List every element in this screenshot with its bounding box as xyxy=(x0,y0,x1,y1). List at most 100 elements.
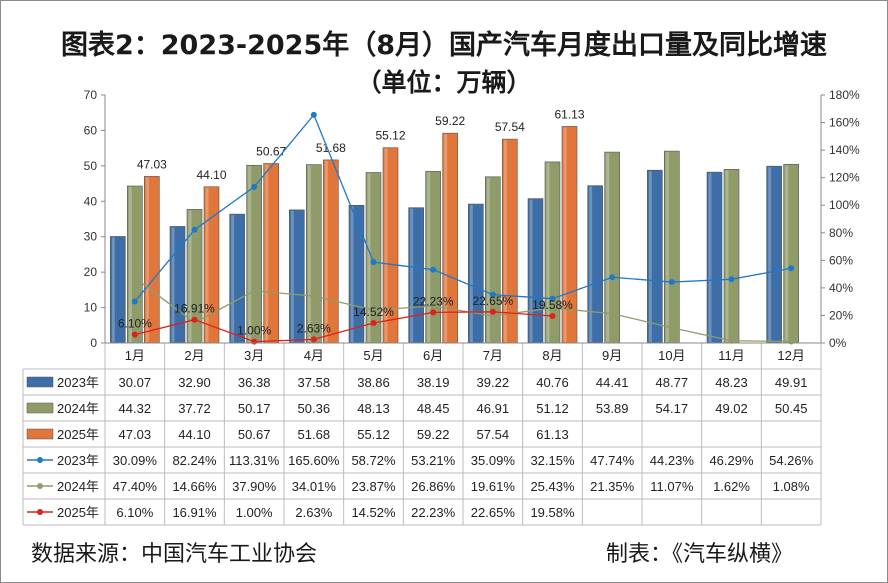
line-data-label: 1.00% xyxy=(237,324,271,338)
line-point-2024年 xyxy=(310,293,317,300)
x-tick-label: 1月 xyxy=(125,348,145,363)
table-cell: 44.23% xyxy=(650,453,695,468)
table-cell: 30.07 xyxy=(119,375,152,390)
table-cell: 53.21% xyxy=(411,453,456,468)
bar-data-label: 55.12 xyxy=(375,129,405,143)
x-tick-label: 7月 xyxy=(483,348,503,363)
table-cell: 11.07% xyxy=(650,479,694,494)
table-cell: 49.91 xyxy=(775,375,808,390)
x-tick-label: 11月 xyxy=(718,348,745,363)
table-cell: 44.10 xyxy=(178,427,211,442)
table-cell: 14.52% xyxy=(351,505,396,520)
bar-highlight xyxy=(171,227,175,342)
table-cell: 23.87% xyxy=(351,479,396,494)
line-2023年 xyxy=(134,113,792,302)
y-right-tick-label: 120% xyxy=(829,171,860,185)
bar-highlight xyxy=(384,148,388,342)
line-point-2025年 xyxy=(191,316,198,323)
legend-key-marker xyxy=(37,483,43,489)
data-source: 数据来源：中国汽车工业协会 xyxy=(31,542,318,567)
line-point-2023年 xyxy=(191,226,198,233)
line-point-2023年 xyxy=(549,295,556,302)
bar-highlight xyxy=(427,172,431,342)
line-point-2025年 xyxy=(310,336,317,343)
table-cell: 44.32 xyxy=(119,401,152,416)
line-point-2024年 xyxy=(430,302,437,309)
table-cell: 1.08% xyxy=(773,479,810,494)
bar-data-label: 47.03 xyxy=(137,157,167,171)
line-point-2023年 xyxy=(251,183,258,190)
legend-key-bar xyxy=(26,428,54,440)
table-cell: 32.90 xyxy=(178,375,211,390)
x-tick-label: 3月 xyxy=(244,348,264,363)
line-point-2023年 xyxy=(668,279,675,286)
table-cell: 54.26% xyxy=(769,453,814,468)
y-right-tick-label: 160% xyxy=(829,116,860,130)
line-point-2024年 xyxy=(728,337,735,344)
table-cell: 48.23 xyxy=(715,375,748,390)
y-right-tick-label: 180% xyxy=(829,88,860,102)
line-point-2024年 xyxy=(489,312,496,319)
table-cell: 22.65% xyxy=(471,505,516,520)
bar-highlight xyxy=(768,167,772,342)
y-right-tick-label: 60% xyxy=(829,253,853,267)
x-tick-label: 9月 xyxy=(602,348,622,363)
bar-highlight xyxy=(145,177,149,342)
bar-highlight xyxy=(725,170,729,342)
table-cell: 50.17 xyxy=(238,401,271,416)
y-right-tick-label: 20% xyxy=(829,308,853,322)
table-cell: 6.10% xyxy=(116,505,153,520)
bar-data-label: 51.68 xyxy=(316,141,346,155)
bar-highlight xyxy=(606,153,610,342)
table-cell: 1.00% xyxy=(236,505,273,520)
bar-highlight xyxy=(785,165,789,342)
bar-highlight xyxy=(265,164,269,342)
line-point-2025年 xyxy=(549,313,556,320)
x-tick-label: 5月 xyxy=(363,348,383,363)
bar-highlight xyxy=(307,165,311,342)
table-cell: 53.89 xyxy=(596,401,629,416)
table-cell: 165.60% xyxy=(288,453,340,468)
line-point-2023年 xyxy=(370,259,377,266)
bar-highlight xyxy=(648,171,652,342)
legend-key-bar xyxy=(26,402,54,414)
bar-data-label: 61.13 xyxy=(554,107,584,121)
bar-highlight xyxy=(350,206,354,342)
bar-highlight xyxy=(128,186,132,342)
bar-data-label: 44.10 xyxy=(196,168,226,182)
legend-key-bar xyxy=(26,376,54,388)
bar-highlight xyxy=(410,208,414,342)
legend-label: 2023年 xyxy=(57,453,99,468)
table-cell: 50.45 xyxy=(775,401,808,416)
table-cell: 37.90% xyxy=(232,479,277,494)
bar-highlight xyxy=(205,187,209,342)
legend-label: 2024年 xyxy=(57,479,99,494)
table-cell: 37.58 xyxy=(298,375,331,390)
bar-highlight xyxy=(546,162,550,342)
table-cell: 1.62% xyxy=(713,479,750,494)
table-cell: 47.74% xyxy=(590,453,635,468)
line-data-label: 2.63% xyxy=(297,321,331,335)
table-cell: 59.22 xyxy=(417,427,450,442)
line-point-2023年 xyxy=(430,266,437,273)
table-cell: 34.01% xyxy=(292,479,337,494)
bar-data-label: 59.22 xyxy=(435,114,465,128)
legend-label: 2023年 xyxy=(57,375,99,390)
table-cell: 113.31% xyxy=(229,453,280,468)
bar-highlight xyxy=(486,177,490,342)
table-cell: 48.13 xyxy=(357,401,390,416)
chart-title: 图表2：2023-2025年（8月）国产汽车月度出口量及同比增速 xyxy=(60,30,828,61)
line-point-2024年 xyxy=(131,274,138,281)
bar-highlight xyxy=(290,210,294,342)
table-cell: 40.76 xyxy=(536,375,569,390)
bar-highlight xyxy=(188,210,192,342)
line-point-2025年 xyxy=(251,338,258,345)
x-tick-label: 12月 xyxy=(777,348,804,363)
table-cell: 35.09% xyxy=(471,453,516,468)
legend-label: 2025年 xyxy=(57,427,99,442)
bar-data-label: 57.54 xyxy=(495,120,525,134)
table-cell: 57.54 xyxy=(477,427,510,442)
chart-subtitle: （单位：万辆） xyxy=(356,68,532,97)
bar-highlight xyxy=(503,140,507,342)
y-left-tick-label: 70 xyxy=(84,88,98,102)
